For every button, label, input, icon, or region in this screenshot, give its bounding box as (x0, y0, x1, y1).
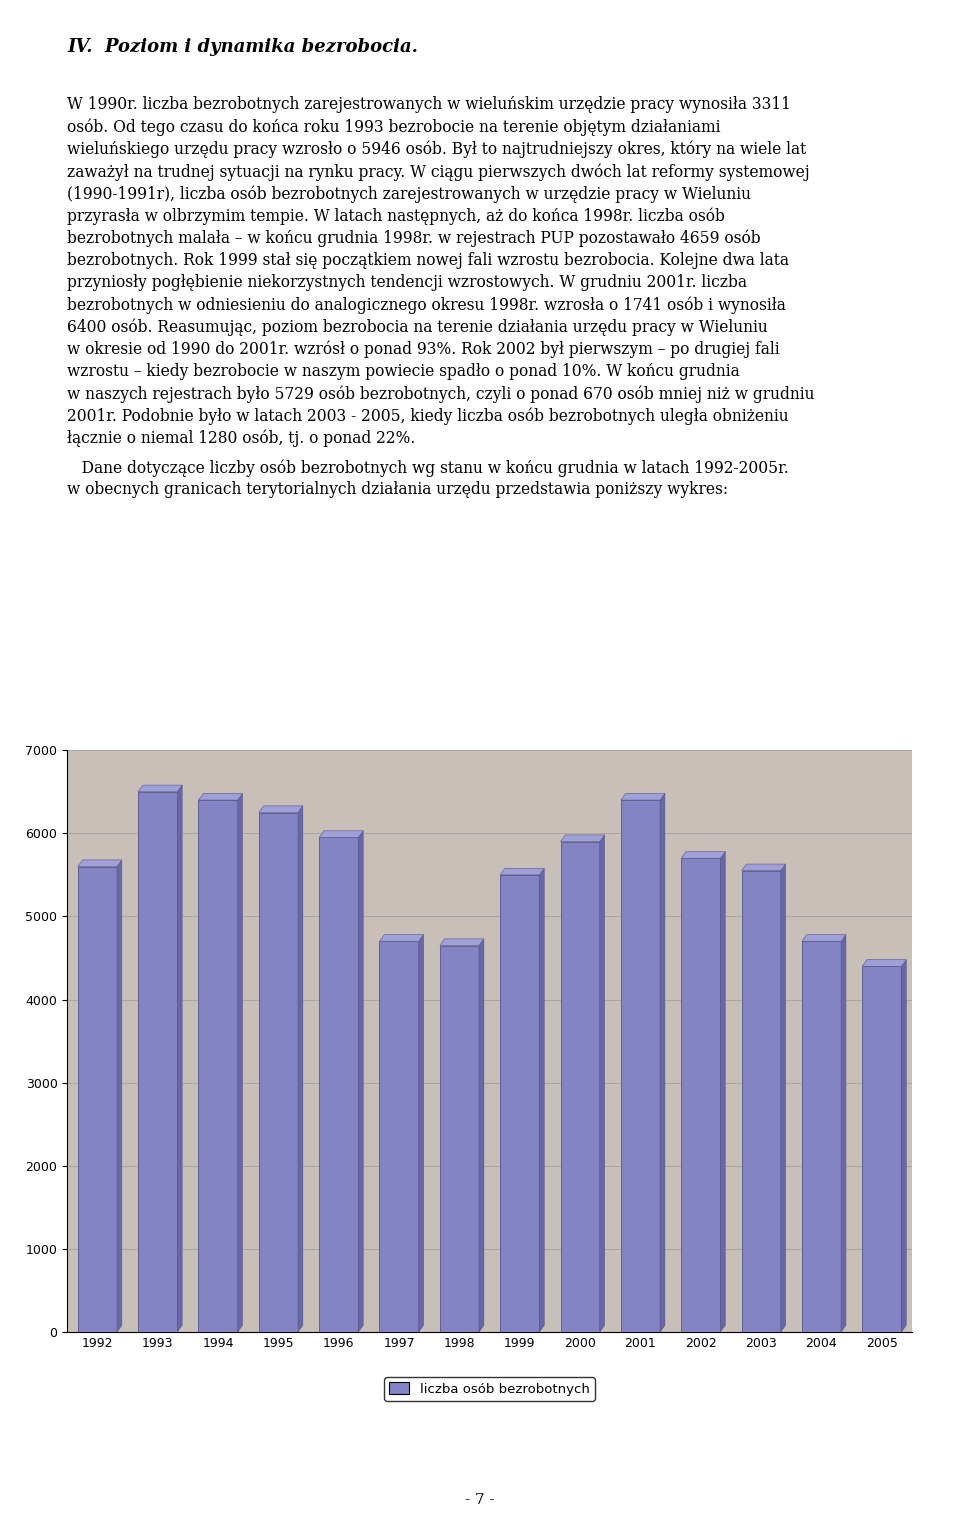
Text: W 1990r. liczba bezrobotnych zarejestrowanych w wieluńskim urzędzie pracy wynosi: W 1990r. liczba bezrobotnych zarejestrow… (67, 96, 791, 113)
Text: zaważył na trudnej sytuacji na rynku pracy. W ciągu pierwszych dwóch lat reformy: zaważył na trudnej sytuacji na rynku pra… (67, 162, 810, 181)
Polygon shape (238, 793, 243, 1332)
Bar (259, 813, 298, 1332)
Polygon shape (117, 860, 122, 1332)
Text: Dane dotyczące liczby osób bezrobotnych wg stanu w końcu grudnia w latach 1992-2: Dane dotyczące liczby osób bezrobotnych … (67, 459, 789, 476)
Legend: liczba osób bezrobotnych: liczba osób bezrobotnych (384, 1376, 595, 1401)
Bar (440, 946, 479, 1332)
Text: 2001r. Podobnie było w latach 2003 - 2005, kiedy liczba osób bezrobotnych uległa: 2001r. Podobnie było w latach 2003 - 200… (67, 407, 789, 424)
Bar (682, 859, 720, 1332)
Polygon shape (199, 793, 243, 801)
Bar (78, 867, 117, 1332)
Text: bezrobotnych malała – w końcu grudnia 1998r. w rejestrach PUP pozostawało 4659 o: bezrobotnych malała – w końcu grudnia 19… (67, 230, 761, 246)
Text: łącznie o niemal 1280 osób, tj. o ponad 22%.: łącznie o niemal 1280 osób, tj. o ponad … (67, 429, 416, 447)
Text: w naszych rejestrach było 5729 osób bezrobotnych, czyli o ponad 670 osób mniej n: w naszych rejestrach było 5729 osób bezr… (67, 384, 815, 403)
Text: w obecnych granicach terytorialnych działania urzędu przedstawia poniższy wykres: w obecnych granicach terytorialnych dzia… (67, 481, 729, 499)
Polygon shape (259, 805, 302, 813)
Polygon shape (720, 851, 725, 1332)
Bar (862, 966, 901, 1332)
Text: bezrobotnych w odniesieniu do analogicznego okresu 1998r. wzrosła o 1741 osób i : bezrobotnych w odniesieniu do analogiczn… (67, 295, 786, 314)
Bar (138, 792, 178, 1332)
Bar (802, 942, 841, 1332)
Bar (621, 801, 660, 1332)
Polygon shape (841, 935, 846, 1332)
Bar (379, 942, 419, 1332)
Polygon shape (802, 935, 846, 942)
Polygon shape (540, 868, 544, 1332)
Bar (561, 842, 600, 1332)
Polygon shape (178, 785, 182, 1332)
Polygon shape (379, 935, 423, 942)
Polygon shape (479, 939, 484, 1332)
Text: bezrobotnych. Rok 1999 stał się początkiem nowej fali wzrostu bezrobocia. Kolejn: bezrobotnych. Rok 1999 stał się początki… (67, 251, 789, 269)
Bar (741, 871, 780, 1332)
Polygon shape (319, 831, 363, 837)
Polygon shape (901, 960, 906, 1332)
Text: wzrostu – kiedy bezrobocie w naszym powiecie spadło o ponad 10%. W końcu grudnia: wzrostu – kiedy bezrobocie w naszym powi… (67, 363, 740, 380)
Polygon shape (621, 793, 665, 801)
Text: przyniosły pogłębienie niekorzystnych tendencji wzrostowych. W grudniu 2001r. li: przyniosły pogłębienie niekorzystnych te… (67, 274, 747, 291)
Polygon shape (660, 793, 665, 1332)
Text: osób. Od tego czasu do końca roku 1993 bezrobocie na terenie objętym działaniami: osób. Od tego czasu do końca roku 1993 b… (67, 118, 721, 136)
Bar (199, 801, 238, 1332)
Polygon shape (561, 834, 605, 842)
Text: (1990-1991r), liczba osób bezrobotnych zarejestrowanych w urzędzie pracy w Wielu: (1990-1991r), liczba osób bezrobotnych z… (67, 185, 752, 202)
Bar (319, 837, 358, 1332)
Polygon shape (862, 960, 906, 966)
Polygon shape (741, 863, 785, 871)
Text: przyrasła w olbrzymim tempie. W latach następnych, aż do końca 1998r. liczba osó: przyrasła w olbrzymim tempie. W latach n… (67, 207, 725, 225)
Polygon shape (138, 785, 182, 792)
Text: wieluńskiego urzędu pracy wzrosło o 5946 osób. Był to najtrudniejszy okres, któr: wieluńskiego urzędu pracy wzrosło o 5946… (67, 141, 806, 158)
Polygon shape (682, 851, 725, 859)
Polygon shape (600, 834, 605, 1332)
Polygon shape (78, 860, 122, 867)
Polygon shape (780, 863, 785, 1332)
Text: w okresie od 1990 do 2001r. wzrósł o ponad 93%. Rok 2002 był pierwszym – po drug: w okresie od 1990 do 2001r. wzrósł o pon… (67, 340, 780, 358)
Bar (500, 874, 540, 1332)
Polygon shape (500, 868, 544, 874)
Polygon shape (298, 805, 302, 1332)
Polygon shape (358, 831, 363, 1332)
Text: 6400 osób. Reasumując, poziom bezrobocia na terenie działania urzędu pracy w Wie: 6400 osób. Reasumując, poziom bezrobocia… (67, 318, 768, 335)
Polygon shape (440, 939, 484, 946)
Polygon shape (419, 935, 423, 1332)
Text: - 7 -: - 7 - (466, 1493, 494, 1507)
Text: IV.  Poziom i dynamika bezrobocia.: IV. Poziom i dynamika bezrobocia. (67, 38, 418, 57)
